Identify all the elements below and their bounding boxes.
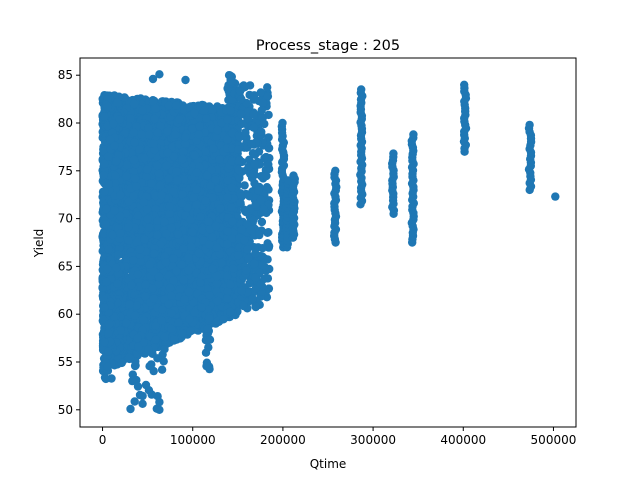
data-point [150,114,159,124]
data-point [140,153,149,163]
data-point [179,175,189,184]
data-point [203,284,212,293]
data-point [154,280,163,289]
data-point [211,175,220,185]
data-point [192,168,202,177]
data-point [198,225,207,235]
x-axis-label: Qtime [310,457,347,471]
chart-title: Process_stage : 205 [256,38,400,54]
data-point [165,283,175,293]
data-point [208,105,217,115]
data-point [124,353,134,362]
data-point [140,292,150,301]
data-point [149,267,158,276]
data-point [201,147,210,156]
data-point [179,147,188,157]
data-point [169,152,178,161]
data-point [166,216,175,225]
data-point [223,287,233,296]
data-point [208,193,217,202]
data-point [167,291,176,300]
data-point [215,249,225,259]
data-point [129,167,138,176]
data-point [164,174,173,183]
data-point [153,231,162,240]
data-point [154,272,164,282]
data-point [190,108,199,118]
data-point [189,193,198,202]
data-point [178,190,187,199]
data-point [140,235,149,244]
data-point [149,294,159,303]
data-point [148,284,157,293]
data-point [209,144,218,153]
data-point [186,215,195,224]
data-point [148,97,158,106]
data-point [144,130,154,139]
data-point [175,285,185,294]
data-point [142,172,151,181]
data-point [205,240,214,249]
data-point [203,171,212,180]
data-point [139,316,148,325]
data-point [199,106,209,115]
data-point [217,258,226,268]
data-point [207,165,216,175]
data-point [177,199,187,208]
y-axis-label: Yield [32,229,46,259]
data-point [135,256,145,266]
data-point [151,321,160,330]
points-layer [98,70,560,414]
data-point [165,209,174,218]
data-point [177,260,186,269]
data-point [132,301,141,310]
data-point [188,124,197,134]
data-point [184,253,193,263]
data-point [130,138,139,147]
data-point [122,160,132,170]
data-point [127,148,136,158]
data-point [172,266,181,276]
data-point [129,191,138,201]
data-point [127,281,136,290]
data-point [170,335,179,344]
data-point [129,128,138,137]
data-point [213,296,222,306]
data-point [192,185,201,194]
data-point [144,123,153,132]
data-point [212,279,222,288]
data-point [132,238,142,247]
data-point [162,161,171,170]
data-point [125,300,134,309]
data-point [206,181,215,190]
data-point [124,197,134,206]
data-point [212,316,222,325]
data-point [129,256,138,265]
data-point [151,204,160,214]
data-point [212,271,222,281]
data-point [117,358,127,368]
data-point [199,236,208,245]
